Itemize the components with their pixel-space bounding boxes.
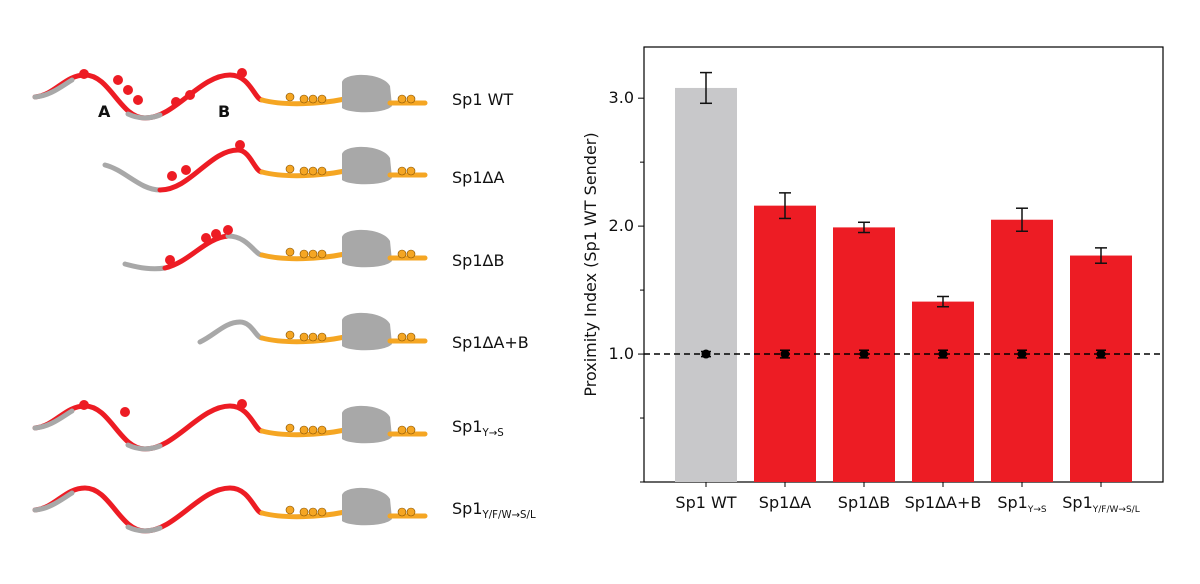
c-term xyxy=(262,313,425,350)
construct-yfw xyxy=(35,488,262,531)
label-subscript: Y→S xyxy=(1027,505,1047,515)
baseline-point xyxy=(1017,349,1027,359)
c-term xyxy=(262,75,425,112)
y-axis-label: Proximity Index (Sp1 WT Sender) xyxy=(581,132,600,396)
label-subscript: Y/F/W→S/L xyxy=(482,510,536,521)
label-main: Sp1ΔA xyxy=(759,493,811,512)
label-main: Sp1ΔA+B xyxy=(452,333,529,352)
label: Sp1ΔB xyxy=(452,251,504,270)
diagram: A B xyxy=(35,68,425,531)
label-main: Sp1 WT xyxy=(675,493,736,512)
label-main: Sp1 xyxy=(452,417,483,436)
c-term xyxy=(262,406,425,443)
construct-ys xyxy=(35,406,262,449)
y-tick-label: 3.0 xyxy=(609,88,634,107)
region-label: A xyxy=(98,102,111,121)
construct-da xyxy=(102,162,163,193)
label-main: Sp1 xyxy=(452,499,483,518)
label: Sp1ΔA xyxy=(452,168,504,187)
sugars xyxy=(79,399,247,417)
label: Sp1ΔA xyxy=(759,493,811,512)
c-term xyxy=(262,230,425,267)
label-subscript: Y/F/W→S/L xyxy=(1092,505,1140,515)
baseline-point xyxy=(780,349,790,359)
label-main: Sp1 xyxy=(1062,493,1093,512)
sugars xyxy=(165,225,233,265)
label-subscript: Y→S xyxy=(482,428,504,439)
y-tick-label: 2.0 xyxy=(609,216,634,235)
label-main: Sp1ΔA+B xyxy=(905,493,982,512)
label: Sp1ΔB xyxy=(838,493,890,512)
baseline-point xyxy=(938,349,948,359)
label: Sp1Y/F/W→S/L xyxy=(1062,493,1139,515)
construct-db xyxy=(122,261,168,272)
label-main: Sp1 WT xyxy=(452,90,513,109)
label: Sp1ΔA+B xyxy=(452,333,529,352)
label: Sp1Y/F/W→S/L xyxy=(452,499,536,521)
construct-db xyxy=(225,233,265,258)
y-tick-label: 1.0 xyxy=(609,344,634,363)
construct-db xyxy=(162,233,231,271)
bar xyxy=(1070,255,1132,482)
plot-frame xyxy=(643,46,1164,483)
label: Sp1 WT xyxy=(675,493,736,512)
label: Sp1Y→S xyxy=(452,417,504,439)
label-main: Sp1ΔA xyxy=(452,168,504,187)
label-main: Sp1ΔB xyxy=(838,493,890,512)
label-main: Sp1ΔB xyxy=(452,251,504,270)
c-term xyxy=(262,147,425,184)
sugars xyxy=(167,140,245,181)
region-label: B xyxy=(218,102,230,121)
sugars xyxy=(79,68,247,107)
bar xyxy=(912,301,974,482)
construct-da xyxy=(157,147,265,193)
label-main: Sp1 xyxy=(997,493,1028,512)
bar xyxy=(754,205,816,482)
baseline-point xyxy=(701,349,711,359)
label: Sp1ΔA+B xyxy=(905,493,982,512)
construct-dab xyxy=(197,319,265,345)
label: Sp1 WT xyxy=(452,90,513,109)
baseline-point xyxy=(1096,349,1106,359)
bar-chart: 1.0 2.0 3.0 Proximity Index (Sp1 WT Sender)… xyxy=(581,46,1164,515)
construct-labels: Sp1 WTSp1ΔASp1ΔBSp1ΔA+BSp1Y→SSp1Y/F/W→S/… xyxy=(452,90,536,521)
baseline-point xyxy=(859,349,869,359)
c-term xyxy=(262,488,425,525)
bar xyxy=(675,87,737,483)
label: Sp1Y→S xyxy=(997,493,1047,515)
